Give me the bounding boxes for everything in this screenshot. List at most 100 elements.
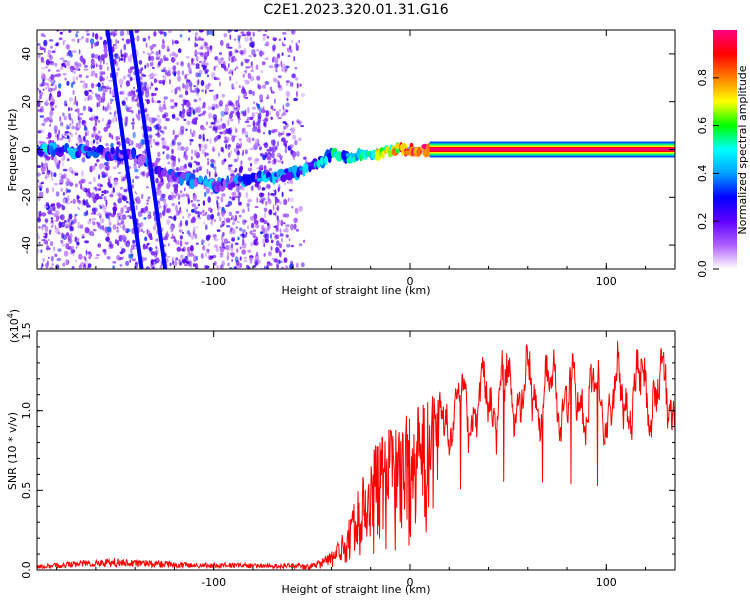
spectrogram-noise-speck: [259, 192, 264, 198]
spectrogram-noise-speck: [275, 225, 279, 232]
spectrogram-noise-speck: [185, 146, 189, 151]
spectrogram-noise-speck: [253, 53, 257, 58]
spectrogram-noise-speck: [170, 192, 175, 195]
spectrogram-noise-speck: [38, 54, 41, 59]
spectrogram-noise-speck: [198, 166, 202, 171]
spectrogram-ridge-blob: [97, 144, 105, 153]
spectrogram-noise-speck: [115, 136, 118, 141]
spectrogram-noise-speck: [245, 66, 250, 69]
spectrogram-noise-speck: [154, 141, 160, 146]
spectrogram-noise-speck: [86, 204, 91, 208]
spectrogram-noise-speck: [171, 67, 174, 70]
spectrogram-noise-speck: [122, 224, 126, 231]
snr-ticks: -100 0 100 0.0 0.5 1.0 1.5: [20, 322, 675, 589]
spectrogram-noise-speck: [273, 157, 277, 165]
spectrogram-noise-speck: [228, 152, 231, 158]
spectrogram-noise-speck: [295, 90, 298, 98]
spectrogram-noise-speck: [123, 96, 128, 103]
spectrogram-noise-speck: [238, 138, 243, 142]
spectrogram-noise-speck: [37, 87, 40, 91]
spectrogram-noise-speck: [196, 106, 202, 113]
spectrogram-noise-speck: [216, 265, 219, 269]
spectrogram-noise-speck: [37, 165, 42, 168]
spectrogram-noise-speck: [145, 266, 150, 269]
spectrogram-noise-speck: [185, 128, 188, 132]
spectrogram-noise-speck: [165, 182, 171, 190]
spectrogram-noise-speck: [167, 48, 170, 52]
spectrogram-noise-speck: [174, 117, 180, 121]
spectrogram-noise-speck: [198, 30, 203, 33]
spectrogram-noise-speck: [210, 213, 215, 220]
spectrogram-noise-speck: [143, 50, 145, 54]
spectrogram-noise-speck: [95, 186, 97, 192]
spectrogram-noise-speck: [145, 186, 149, 189]
spectrogram-noise-speck: [79, 80, 84, 83]
spectrogram-noise-speck: [266, 225, 270, 232]
spectrogram-noise-speck: [139, 221, 144, 228]
spectrogram-noise-speck: [280, 266, 285, 269]
spectrogram-noise-speck: [147, 229, 151, 237]
spectrogram-noise-speck: [278, 243, 283, 249]
spectrogram-noise-speck: [171, 139, 176, 146]
spectrogram-noise-speck: [77, 225, 81, 229]
spectrogram-noise-speck: [112, 265, 115, 269]
spectrogram-noise-speck: [256, 197, 259, 204]
spectrogram-noise-speck: [74, 100, 77, 102]
spectrogram-noise-speck: [81, 187, 86, 192]
spectrogram-noise-speck: [227, 119, 230, 126]
spectrogram-noise-speck: [106, 230, 110, 237]
spectrogram-noise-speck: [50, 74, 55, 80]
spectrogram-noise-speck: [141, 193, 144, 200]
spectrogram-noise-speck: [282, 249, 286, 253]
spectrogram-noise-speck: [244, 36, 249, 42]
spectrogram-noise-speck: [118, 215, 121, 220]
spectrogram-noise-speck: [168, 215, 173, 219]
spectrogram-noise-speck: [227, 262, 230, 267]
spectrogram-noise-speck: [199, 46, 204, 50]
spectrogram-noise-speck: [179, 166, 184, 171]
spectrogram-noise-speck: [295, 42, 298, 47]
spectrogram-noise-speck: [162, 130, 165, 135]
spectrogram-x-tick-label: -100: [201, 275, 226, 288]
spectrogram-noise-speck: [287, 197, 290, 202]
spectrogram-noise-speck: [286, 65, 290, 69]
spectrogram-noise-speck: [90, 53, 95, 59]
spectrogram-noise-speck: [215, 247, 219, 253]
snr-y-multiplier-close: ): [8, 309, 21, 313]
spectrogram-noise-speck: [257, 30, 262, 33]
spectrogram-noise-speck: [94, 33, 99, 40]
spectrogram-noise-speck: [145, 83, 150, 89]
spectrogram-noise-speck: [154, 261, 157, 265]
spectrogram-noise-speck: [40, 60, 45, 63]
snr-x-tick-label: 100: [596, 576, 617, 589]
spectrogram-noise-speck: [249, 65, 252, 68]
spectrogram-noise-speck: [76, 196, 81, 199]
spectrogram-noise-speck: [185, 219, 189, 227]
spectrogram-noise-speck: [228, 101, 234, 106]
spectrogram-noise-speck: [125, 97, 129, 100]
spectrogram-noise-speck: [41, 224, 44, 231]
spectrogram-noise-speck: [203, 51, 209, 59]
spectrogram-noise-speck: [135, 113, 138, 119]
spectrogram-noise-speck: [273, 128, 278, 133]
spectrogram-noise-speck: [107, 182, 110, 186]
spectrogram-noise-speck: [237, 112, 241, 119]
spectrogram-noise-speck: [238, 44, 242, 49]
spectrogram-noise-speck: [194, 42, 197, 48]
spectrogram-noise-speck: [39, 187, 42, 191]
spectrogram-noise-speck: [162, 210, 166, 216]
spectrogram-noise-speck: [198, 36, 201, 40]
spectrogram-noise-speck: [39, 91, 44, 96]
spectrogram-noise-speck: [117, 40, 119, 44]
spectrogram-noise-speck: [96, 102, 100, 106]
spectrogram-noise-speck: [193, 226, 196, 233]
spectrogram-noise-speck: [195, 66, 200, 69]
spectrogram-noise-speck: [65, 234, 70, 239]
spectrogram-noise-speck: [282, 104, 285, 111]
spectrogram-noise-speck: [192, 208, 197, 213]
spectrogram-noise-speck: [256, 75, 261, 81]
spectrogram-noise-speck: [259, 50, 263, 57]
spectrogram-noise-speck: [75, 31, 80, 34]
spectrogram-noise-speck: [241, 249, 246, 255]
spectrogram-noise-speck: [62, 262, 66, 267]
